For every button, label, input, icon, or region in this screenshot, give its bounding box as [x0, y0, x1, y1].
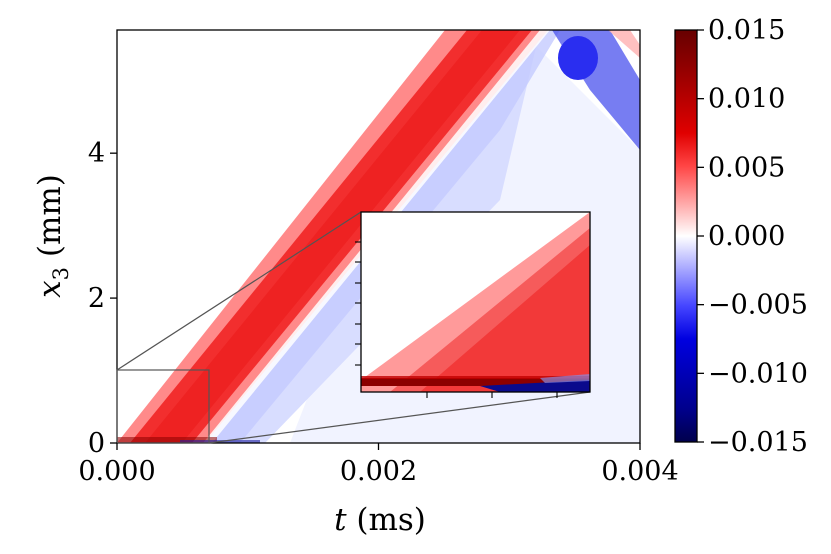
zoom-source-box: [116, 369, 210, 444]
zoom-connector-bottom: [208, 391, 591, 444]
inset-frame: [360, 211, 591, 393]
x-tick-label: 0.000: [78, 456, 155, 487]
colorbar-bar: [675, 30, 697, 442]
y-axis-label: x3 (mm): [32, 174, 73, 298]
zoom-connector-top: [116, 211, 362, 371]
heatmap-plot: [116, 29, 641, 444]
x-tick-label: 0.002: [340, 456, 417, 487]
inset-ticks: [355, 241, 558, 398]
inset-base-positive: [361, 378, 590, 386]
inset-base-negative-fringe: [540, 374, 590, 383]
base-positive-strip: [117, 437, 217, 443]
colorbar-tick-label: 0.010: [708, 84, 785, 115]
inset-base-positive-top: [361, 376, 590, 379]
reflected-positive-sliver: [608, 30, 640, 58]
colorbar-tick-label: −0.010: [708, 358, 808, 389]
x-axis-label: t (ms): [334, 502, 426, 538]
x-tick-label: 0.004: [601, 456, 678, 487]
colorbar-tick-label: −0.015: [708, 427, 808, 458]
positive-front-peak: [145, 30, 520, 443]
inset-positive-transition: [390, 228, 590, 392]
y-tick-label: 4: [88, 138, 105, 169]
x-axis-ticks: 0.000 0.002 0.004: [78, 443, 679, 487]
colorbar-tick-label: −0.005: [708, 290, 808, 321]
inset-base-negative: [480, 380, 590, 392]
colorbar-tick-label: 0.005: [708, 152, 785, 183]
inset-zoom: [355, 211, 591, 398]
colorbar-tick-label: 0.015: [708, 15, 785, 46]
y-axis-ticks: 0 2 4: [88, 138, 117, 459]
colorbar: 0.015 0.010 0.005 0.000 −0.005 −0.010 −0.015: [674, 15, 808, 458]
reflected-negative-peak: [558, 36, 598, 80]
colorbar-tick-label: 0.000: [708, 221, 785, 252]
y-tick-label: 2: [88, 283, 105, 314]
colorbar-ticks: 0.015 0.010 0.005 0.000 −0.005 −0.010 −0.015: [697, 15, 808, 458]
y-tick-label: 0: [88, 428, 105, 459]
